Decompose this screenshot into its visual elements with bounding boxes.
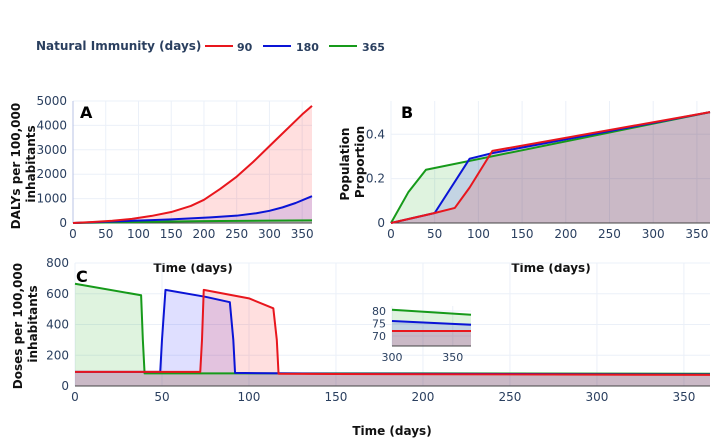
panel-c-ytick-label: 200 bbox=[46, 348, 69, 362]
panel-c-ytick-label: 600 bbox=[46, 287, 69, 301]
panel-a-xtick-label: 350 bbox=[291, 227, 314, 241]
panel-b-xtick-label: 50 bbox=[427, 227, 442, 241]
panel-a-xtick-label: 250 bbox=[225, 227, 248, 241]
panel-a-xlabel: Time (days) bbox=[153, 261, 232, 275]
panel-c-inset-area-90 bbox=[392, 331, 471, 346]
panel-c-xlabel: Time (days) bbox=[352, 424, 431, 438]
legend-item-365[interactable]: 365 bbox=[329, 41, 385, 54]
panel-a-ytick-label: 1000 bbox=[36, 192, 67, 206]
legend-label-90: 90 bbox=[237, 41, 253, 54]
panel-b-ylabel-line1: Population bbox=[338, 128, 352, 201]
panel-c-ylabel-line2: inhabitants bbox=[26, 285, 40, 362]
panel-a-xtick-label: 300 bbox=[258, 227, 281, 241]
panel-a-xtick-label: 200 bbox=[193, 227, 216, 241]
panel-b-ylabel-line2: Proportion bbox=[353, 126, 367, 198]
panel-c-ylabel-line1: Doses per 100,000 bbox=[11, 263, 25, 389]
panel-c-xtick-label: 150 bbox=[325, 390, 348, 404]
panel-c-ytick-label: 800 bbox=[46, 256, 69, 270]
panel-c-inset-area-365 bbox=[392, 309, 471, 346]
panel-c-area-365 bbox=[75, 283, 710, 386]
panel-b-area-90 bbox=[391, 112, 710, 223]
panel-b-ytick-label: 0.4 bbox=[366, 127, 385, 141]
panel-b-ylabel: Population Proportion bbox=[338, 123, 367, 200]
legend-item-180[interactable]: 180 bbox=[263, 41, 319, 54]
panel-c-xtick-label: 350 bbox=[672, 390, 695, 404]
panel-b-area-180 bbox=[391, 112, 710, 223]
panel-a-ytick-label: 3000 bbox=[36, 143, 67, 157]
panel-c-inset-line-180[interactable] bbox=[391, 320, 472, 326]
panel-a-xtick-label: 150 bbox=[160, 227, 183, 241]
panel-c-inset-ytick-label: 70 bbox=[372, 330, 386, 343]
panel-b-line-90[interactable] bbox=[390, 111, 711, 224]
panel-a-line-90[interactable] bbox=[72, 105, 313, 224]
panel-a-ylabel: DALYs per 100,000 inhabitants bbox=[9, 99, 38, 230]
panel-c-xtick-label: 200 bbox=[411, 390, 434, 404]
panel-a-ytick-label: 2000 bbox=[36, 167, 67, 181]
legend-title: Natural Immunity (days) bbox=[36, 39, 201, 53]
panel-b-xtick-label: 250 bbox=[598, 227, 621, 241]
panel-c-ytick-label: 400 bbox=[46, 318, 69, 332]
panel-b-xtick-label: 300 bbox=[642, 227, 665, 241]
panel-c-ytick-label: 0 bbox=[61, 379, 69, 393]
panel-c-label: C bbox=[76, 267, 88, 286]
panel-b-label: B bbox=[401, 103, 413, 122]
panel-b-xtick-label: 100 bbox=[467, 227, 490, 241]
panel-b-area-365 bbox=[391, 112, 710, 223]
panel-b-xlabel: Time (days) bbox=[511, 261, 590, 275]
legend-label-365: 365 bbox=[362, 41, 385, 54]
panel-c-xtick-label: 0 bbox=[71, 390, 79, 404]
panel-c-inset-area-180 bbox=[392, 321, 471, 346]
panel-a-ytick-label: 0 bbox=[59, 216, 67, 230]
panel-a-xtick-label: 100 bbox=[127, 227, 150, 241]
panel-a-ylabel-line1: DALYs per 100,000 bbox=[9, 103, 23, 230]
panel-a-ytick-label: 4000 bbox=[36, 118, 67, 132]
panel-a-area-90 bbox=[73, 105, 312, 223]
panel-b-xtick-label: 150 bbox=[511, 227, 534, 241]
panel-b-line-365[interactable] bbox=[390, 111, 711, 224]
panel-c-inset-xtick-label: 350 bbox=[442, 351, 463, 364]
panel-c-inset-line-365[interactable] bbox=[391, 308, 472, 316]
panel-b: 0 50 100 150 200 250 300 350 0 0.2 0.4 bbox=[366, 101, 711, 241]
panel-c-inset-xtick-label: 300 bbox=[382, 351, 403, 364]
panel-a-area-180 bbox=[73, 196, 312, 223]
legend: Natural Immunity (days) 90 180 365 bbox=[36, 39, 385, 54]
panel-c-inset-ytick-label: 75 bbox=[372, 318, 386, 331]
panel-b-xtick-label: 0 bbox=[387, 227, 395, 241]
panel-c-line-90[interactable] bbox=[75, 288, 711, 376]
panel-b-ytick-label: 0.2 bbox=[366, 172, 385, 186]
legend-label-180: 180 bbox=[296, 41, 319, 54]
panel-a-xtick-label: 50 bbox=[98, 227, 113, 241]
panel-c-xtick-label: 300 bbox=[585, 390, 608, 404]
panel-a: 0 50 100 150 200 250 300 350 0 1000 2000 3000 4000 50… bbox=[36, 94, 313, 241]
panel-a-ytick-label: 5000 bbox=[36, 94, 67, 108]
legend-item-90[interactable]: 90 bbox=[205, 41, 253, 54]
panel-c-xtick-label: 250 bbox=[498, 390, 521, 404]
panel-c: 0 50 100 150 200 250 300 350 0 200 400 600 800 bbox=[46, 256, 711, 404]
panel-c-inset-ytick-label: 80 bbox=[372, 305, 386, 318]
panel-b-xtick-label: 200 bbox=[554, 227, 577, 241]
panel-b-xtick-label: 350 bbox=[685, 227, 708, 241]
panel-a-ylabel-line2: inhabitants bbox=[24, 125, 38, 202]
panel-c-xtick-label: 100 bbox=[238, 390, 261, 404]
panel-a-label: A bbox=[80, 103, 93, 122]
panel-c-xtick-label: 50 bbox=[154, 390, 169, 404]
panel-b-ytick-label: 0 bbox=[377, 216, 385, 230]
panel-c-ylabel: Doses per 100,000 inhabitants bbox=[11, 259, 40, 389]
panel-a-xtick-label: 0 bbox=[69, 227, 77, 241]
